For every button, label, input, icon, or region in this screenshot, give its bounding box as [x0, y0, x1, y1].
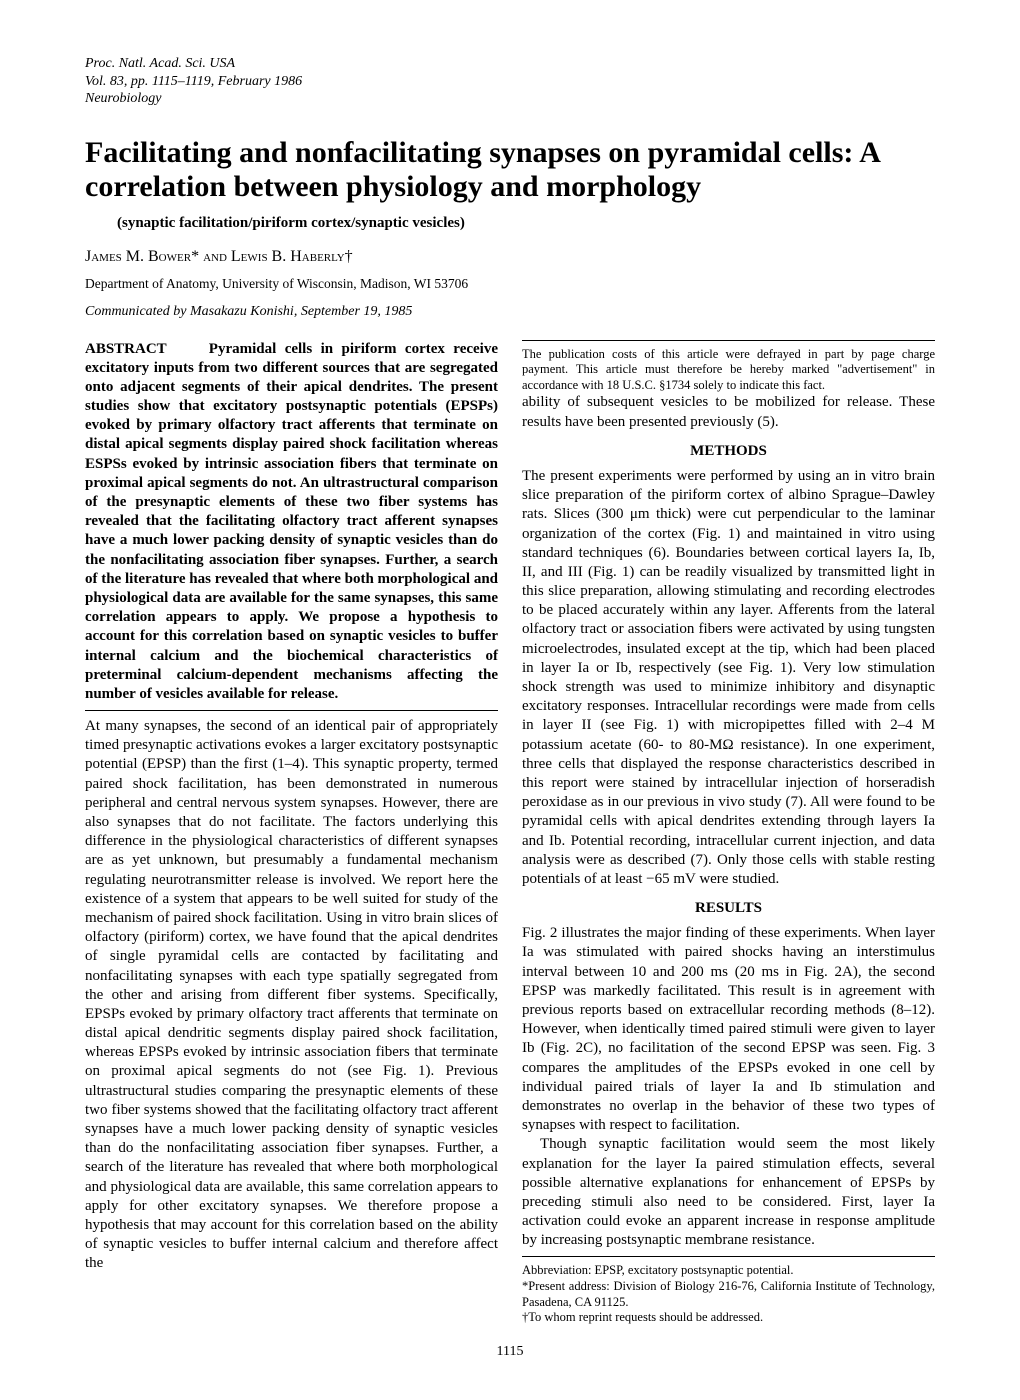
methods-heading: METHODS [522, 442, 935, 461]
journal-volume: Vol. 83, pp. 1115–1119, February 1986 [85, 73, 935, 91]
abstract-text: Pyramidal cells in piriform cortex recei… [85, 341, 498, 702]
communicated-by: Communicated by Masakazu Konishi, Septem… [85, 304, 935, 320]
abbreviation-note: Abbreviation: EPSP, excitatory postsynap… [522, 1263, 935, 1279]
journal-header: Proc. Natl. Acad. Sci. USA Vol. 83, pp. … [85, 55, 935, 108]
abstract-label: ABSTRACT [85, 341, 167, 357]
results-heading: RESULTS [522, 899, 935, 918]
article-keywords: (synaptic facilitation/piriform cortex/s… [85, 215, 935, 232]
separator-rule [522, 340, 935, 341]
author-affiliation: Department of Anatomy, University of Wis… [85, 276, 935, 292]
results-paragraph-2: Though synaptic facilitation would seem … [522, 1135, 935, 1250]
present-address-note: *Present address: Division of Biology 21… [522, 1279, 935, 1310]
results-paragraph-1: Fig. 2 illustrates the major finding of … [522, 924, 935, 1135]
journal-section: Neurobiology [85, 90, 935, 108]
separator-rule [85, 710, 498, 711]
intro-continuation: ability of subsequent vesicles to be mob… [522, 393, 935, 431]
publication-note: The publication costs of this article we… [522, 347, 935, 394]
methods-paragraph: The present experiments were performed b… [522, 467, 935, 889]
page-number: 1115 [85, 1344, 935, 1360]
article-authors: James M. Bower* and Lewis B. Haberly† [85, 248, 935, 266]
separator-rule [522, 1256, 935, 1257]
intro-paragraph: At many synapses, the second of an ident… [85, 717, 498, 1273]
article-title: Facilitating and nonfacilitating synapse… [85, 136, 935, 205]
abstract: ABSTRACT Pyramidal cells in piriform cor… [85, 340, 498, 705]
footnotes-block: Abbreviation: EPSP, excitatory postsynap… [522, 1263, 935, 1326]
article-body: ABSTRACT Pyramidal cells in piriform cor… [85, 340, 935, 1326]
journal-name: Proc. Natl. Acad. Sci. USA [85, 55, 935, 73]
reprint-requests-note: †To whom reprint requests should be addr… [522, 1310, 935, 1326]
